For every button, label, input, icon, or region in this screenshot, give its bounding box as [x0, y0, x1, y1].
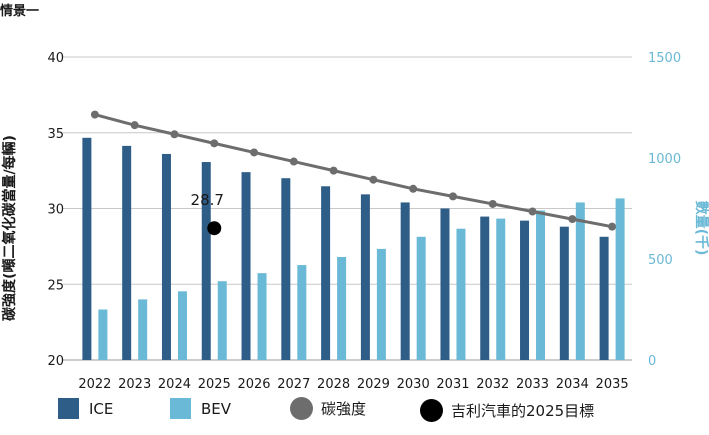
carbon-intensity-point — [130, 121, 139, 130]
legend-swatch-carbon-intensity — [290, 397, 313, 420]
bar-bev — [297, 265, 307, 360]
legend-swatch-geely-target — [420, 399, 443, 422]
carbon-intensity-line: 28.7 — [90, 110, 617, 236]
x-tick-label: 2028 — [317, 377, 350, 392]
bar-ice — [201, 162, 211, 360]
carbon-intensity-point — [448, 192, 457, 201]
carbon-intensity-point — [488, 199, 497, 208]
carbon-intensity-point — [409, 184, 418, 193]
bar-ice — [281, 178, 291, 360]
legend: ICE BEV 碳強度 吉利汽車的2025目標 — [0, 396, 709, 426]
legend-item-ice: ICE — [58, 398, 113, 419]
y-axis-left-label: 碳強度(噸二氧化碳當量/每輛) — [1, 135, 18, 321]
legend-swatch-ice — [58, 398, 79, 419]
bar-ice — [241, 172, 251, 360]
bar-ice — [440, 208, 450, 360]
bar-bev — [575, 202, 585, 360]
y-right-tick-label: 1000 — [648, 152, 681, 167]
carbon-intensity-point — [170, 130, 179, 139]
y-right-tick-label: 0 — [648, 354, 656, 369]
bar-bev — [376, 248, 386, 360]
bar-ice — [161, 153, 171, 360]
bar-ice — [82, 137, 92, 360]
legend-item-bev: BEV — [170, 398, 231, 419]
bar-ice — [400, 202, 410, 360]
legend-label-geely-target: 吉利汽車的2025目標 — [451, 402, 595, 420]
bar-bev — [177, 291, 187, 360]
bar-ice — [122, 145, 132, 360]
bar-ice — [321, 186, 331, 360]
x-tick-label: 2030 — [397, 377, 430, 392]
legend-label-carbon-intensity: 碳強度 — [321, 400, 367, 418]
x-tick-label: 2035 — [596, 377, 629, 392]
x-tick-label: 2024 — [158, 377, 191, 392]
bar-ice — [599, 236, 609, 360]
bar-bev — [337, 256, 347, 360]
carbon-intensity-point — [369, 175, 378, 184]
legend-swatch-bev — [170, 398, 191, 419]
carbon-intensity-point — [608, 222, 617, 231]
x-tick-label: 2031 — [436, 377, 469, 392]
carbon-intensity-point — [528, 207, 537, 216]
y-left-tick-label: 30 — [47, 203, 64, 218]
bars — [82, 137, 625, 360]
bar-bev — [416, 236, 426, 360]
y-left-tick-label: 35 — [47, 127, 64, 142]
y-left-tick-label: 25 — [47, 278, 64, 293]
y-right-tick-label: 500 — [648, 253, 673, 268]
x-tick-label: 2033 — [516, 377, 549, 392]
bar-bev — [138, 299, 148, 360]
carbon-intensity-point — [568, 215, 577, 224]
y-left-tick-label: 20 — [47, 354, 64, 369]
bar-bev — [257, 273, 267, 360]
legend-label-ice: ICE — [89, 399, 114, 418]
bar-bev — [456, 228, 466, 360]
bar-bev — [98, 309, 108, 360]
gridlines — [63, 56, 632, 361]
legend-label-bev: BEV — [201, 399, 232, 418]
carbon-intensity-point — [210, 139, 219, 148]
bar-ice — [480, 216, 490, 360]
bar-bev — [217, 281, 227, 360]
bar-bev — [615, 198, 625, 360]
legend-item-carbon-intensity: 碳強度 — [290, 397, 366, 420]
x-tick-label: 2029 — [357, 377, 390, 392]
bar-ice — [360, 194, 370, 360]
x-tick-label: 2026 — [237, 377, 270, 392]
carbon-intensity-point — [289, 157, 298, 166]
legend-item-geely-target: 吉利汽車的2025目標 — [420, 399, 594, 422]
geely-2025-target-point — [207, 221, 222, 236]
x-tick-label: 2027 — [277, 377, 310, 392]
y-right-tick-label: 1500 — [648, 51, 681, 66]
bar-bev — [496, 218, 506, 360]
carbon-intensity-point — [329, 166, 338, 175]
y-left-tick-label: 40 — [47, 51, 64, 66]
y-axis-right-label: 數量(千) — [693, 201, 709, 256]
x-tick-label: 2023 — [118, 377, 151, 392]
carbon-intensity-point — [90, 110, 99, 119]
x-tick-label: 2032 — [476, 377, 509, 392]
geely-2025-target-label: 28.7 — [191, 191, 224, 209]
scenario-title: 情景一 — [0, 4, 40, 19]
carbon-intensity-polyline — [94, 113, 613, 229]
bar-bev — [536, 210, 546, 360]
x-tick-label: 2025 — [198, 377, 231, 392]
x-tick-label: 2022 — [78, 377, 111, 392]
x-tick-label: 2034 — [556, 377, 589, 392]
bar-ice — [559, 226, 569, 360]
carbon-intensity-point — [250, 148, 259, 157]
bar-ice — [520, 220, 530, 360]
